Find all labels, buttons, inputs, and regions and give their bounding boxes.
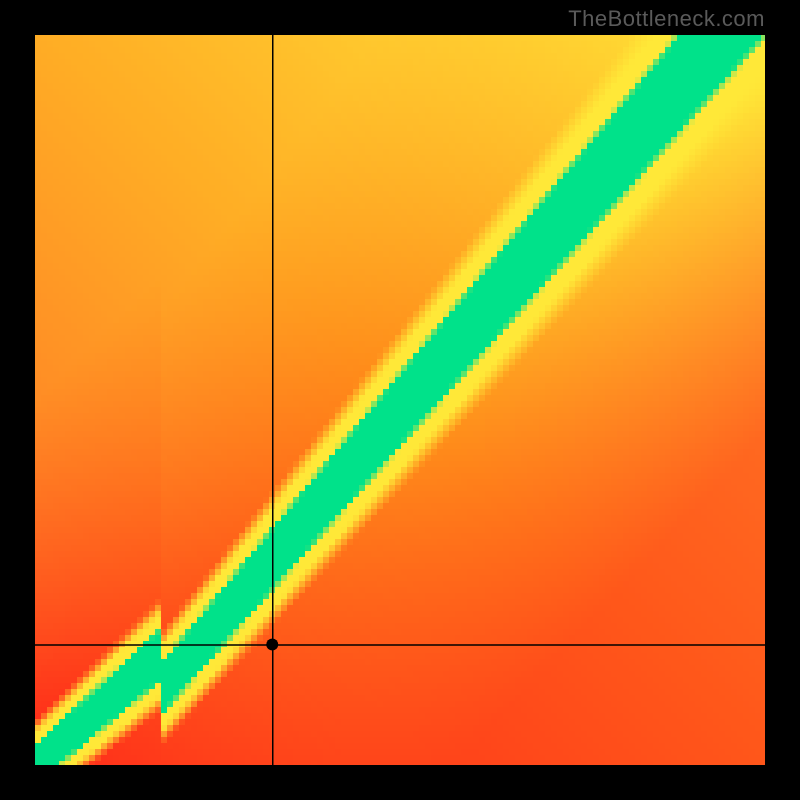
watermark-text: TheBottleneck.com [568, 6, 765, 32]
bottleneck-heatmap [35, 35, 765, 765]
chart-frame: TheBottleneck.com [0, 0, 800, 800]
